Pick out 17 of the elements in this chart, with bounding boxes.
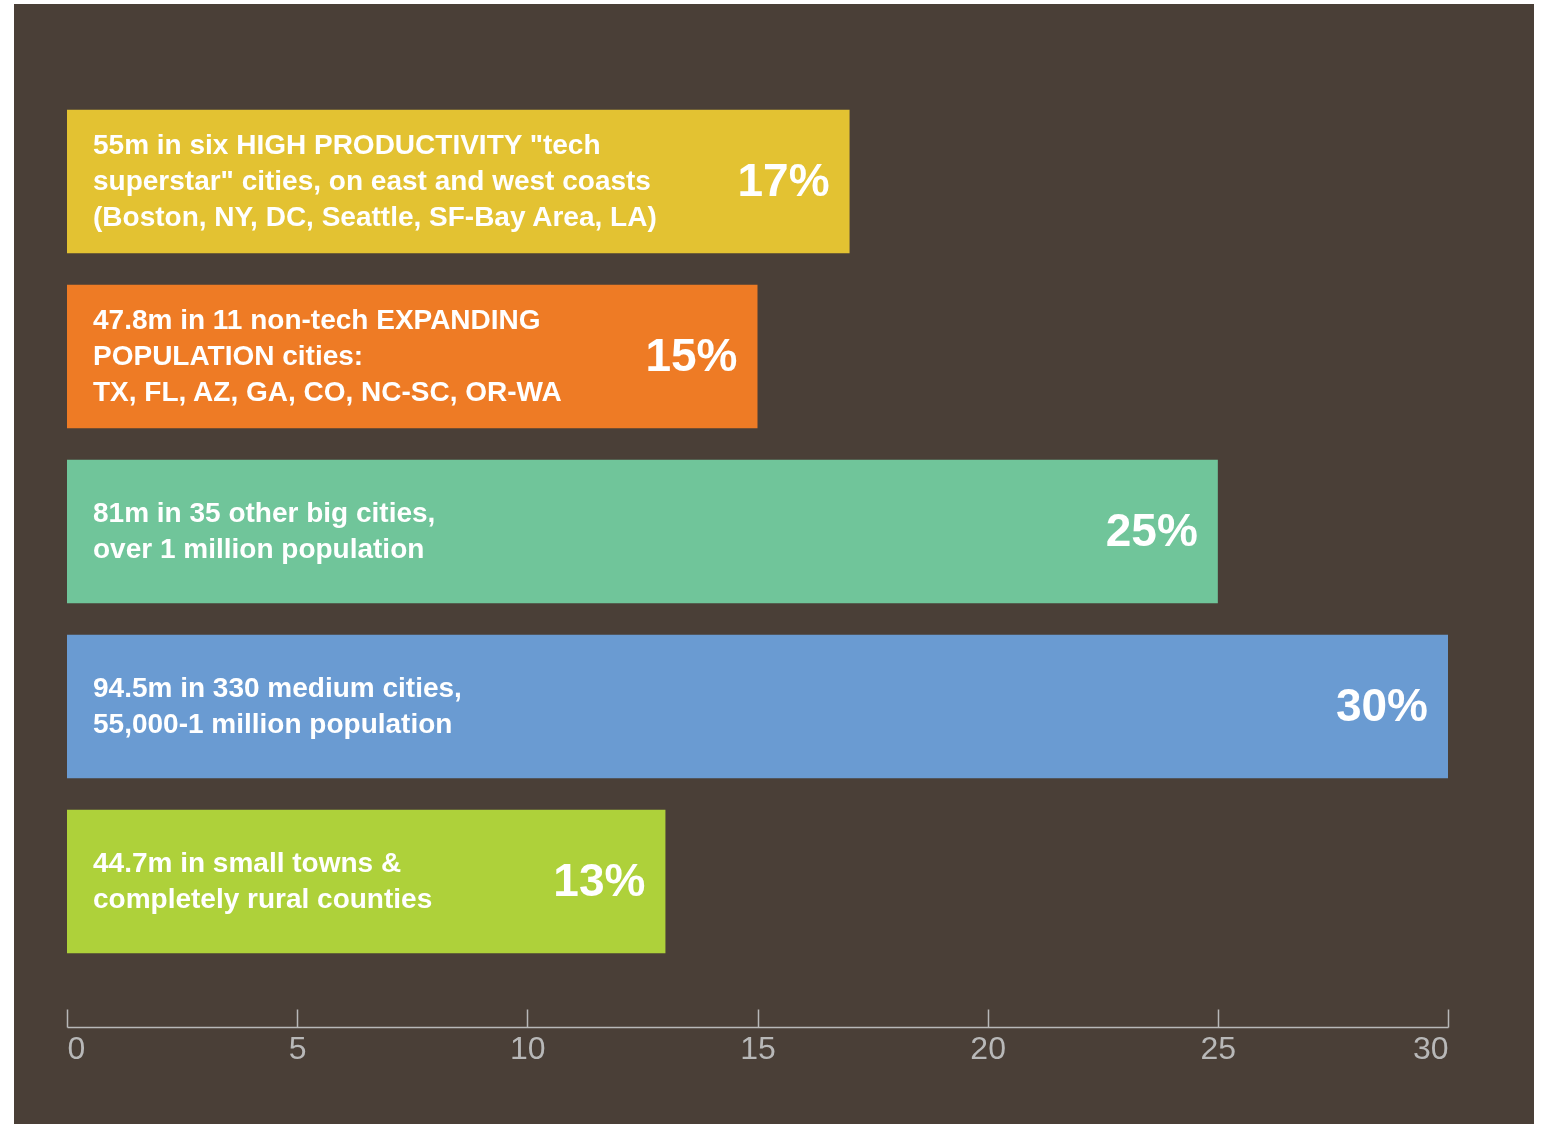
x-tick-label: 30 (1412, 1029, 1449, 1066)
y-tick-label: 94.5m in 330 medium cities, 55,000-1 million population (93, 671, 462, 739)
x-tick-label: 0 (67, 1029, 86, 1066)
data-label: 17% (737, 153, 830, 206)
x-tick-label: 25 (1200, 1029, 1237, 1066)
y-tick-label: 55m in six HIGH PRODUCTIVITY "tech superstar" cities, on east and west coasts (Boston, NY, DC, Seattle, SF-Bay Area, LA) (93, 128, 657, 232)
data-label: 15% (645, 328, 738, 381)
y-tick-label: 47.8m in 11 non-tech EXPANDING POPULATION cities: TX, FL, AZ, GA, CO, NC-SC, OR-WA (93, 303, 562, 407)
x-tick-label: 15 (740, 1029, 776, 1066)
data-label: 25% (1105, 503, 1198, 556)
data-label: 13% (553, 853, 646, 906)
data-label: 30% (1335, 678, 1428, 731)
y-tick-label: 44.7m in small towns & completely rural counties (93, 846, 433, 914)
x-tick-label: 10 (510, 1029, 546, 1066)
x-tick-label: 20 (970, 1029, 1006, 1066)
y-tick-label: 81m in 35 other big cities, over 1 million population (93, 496, 436, 564)
x-tick-label: 5 (288, 1029, 307, 1066)
